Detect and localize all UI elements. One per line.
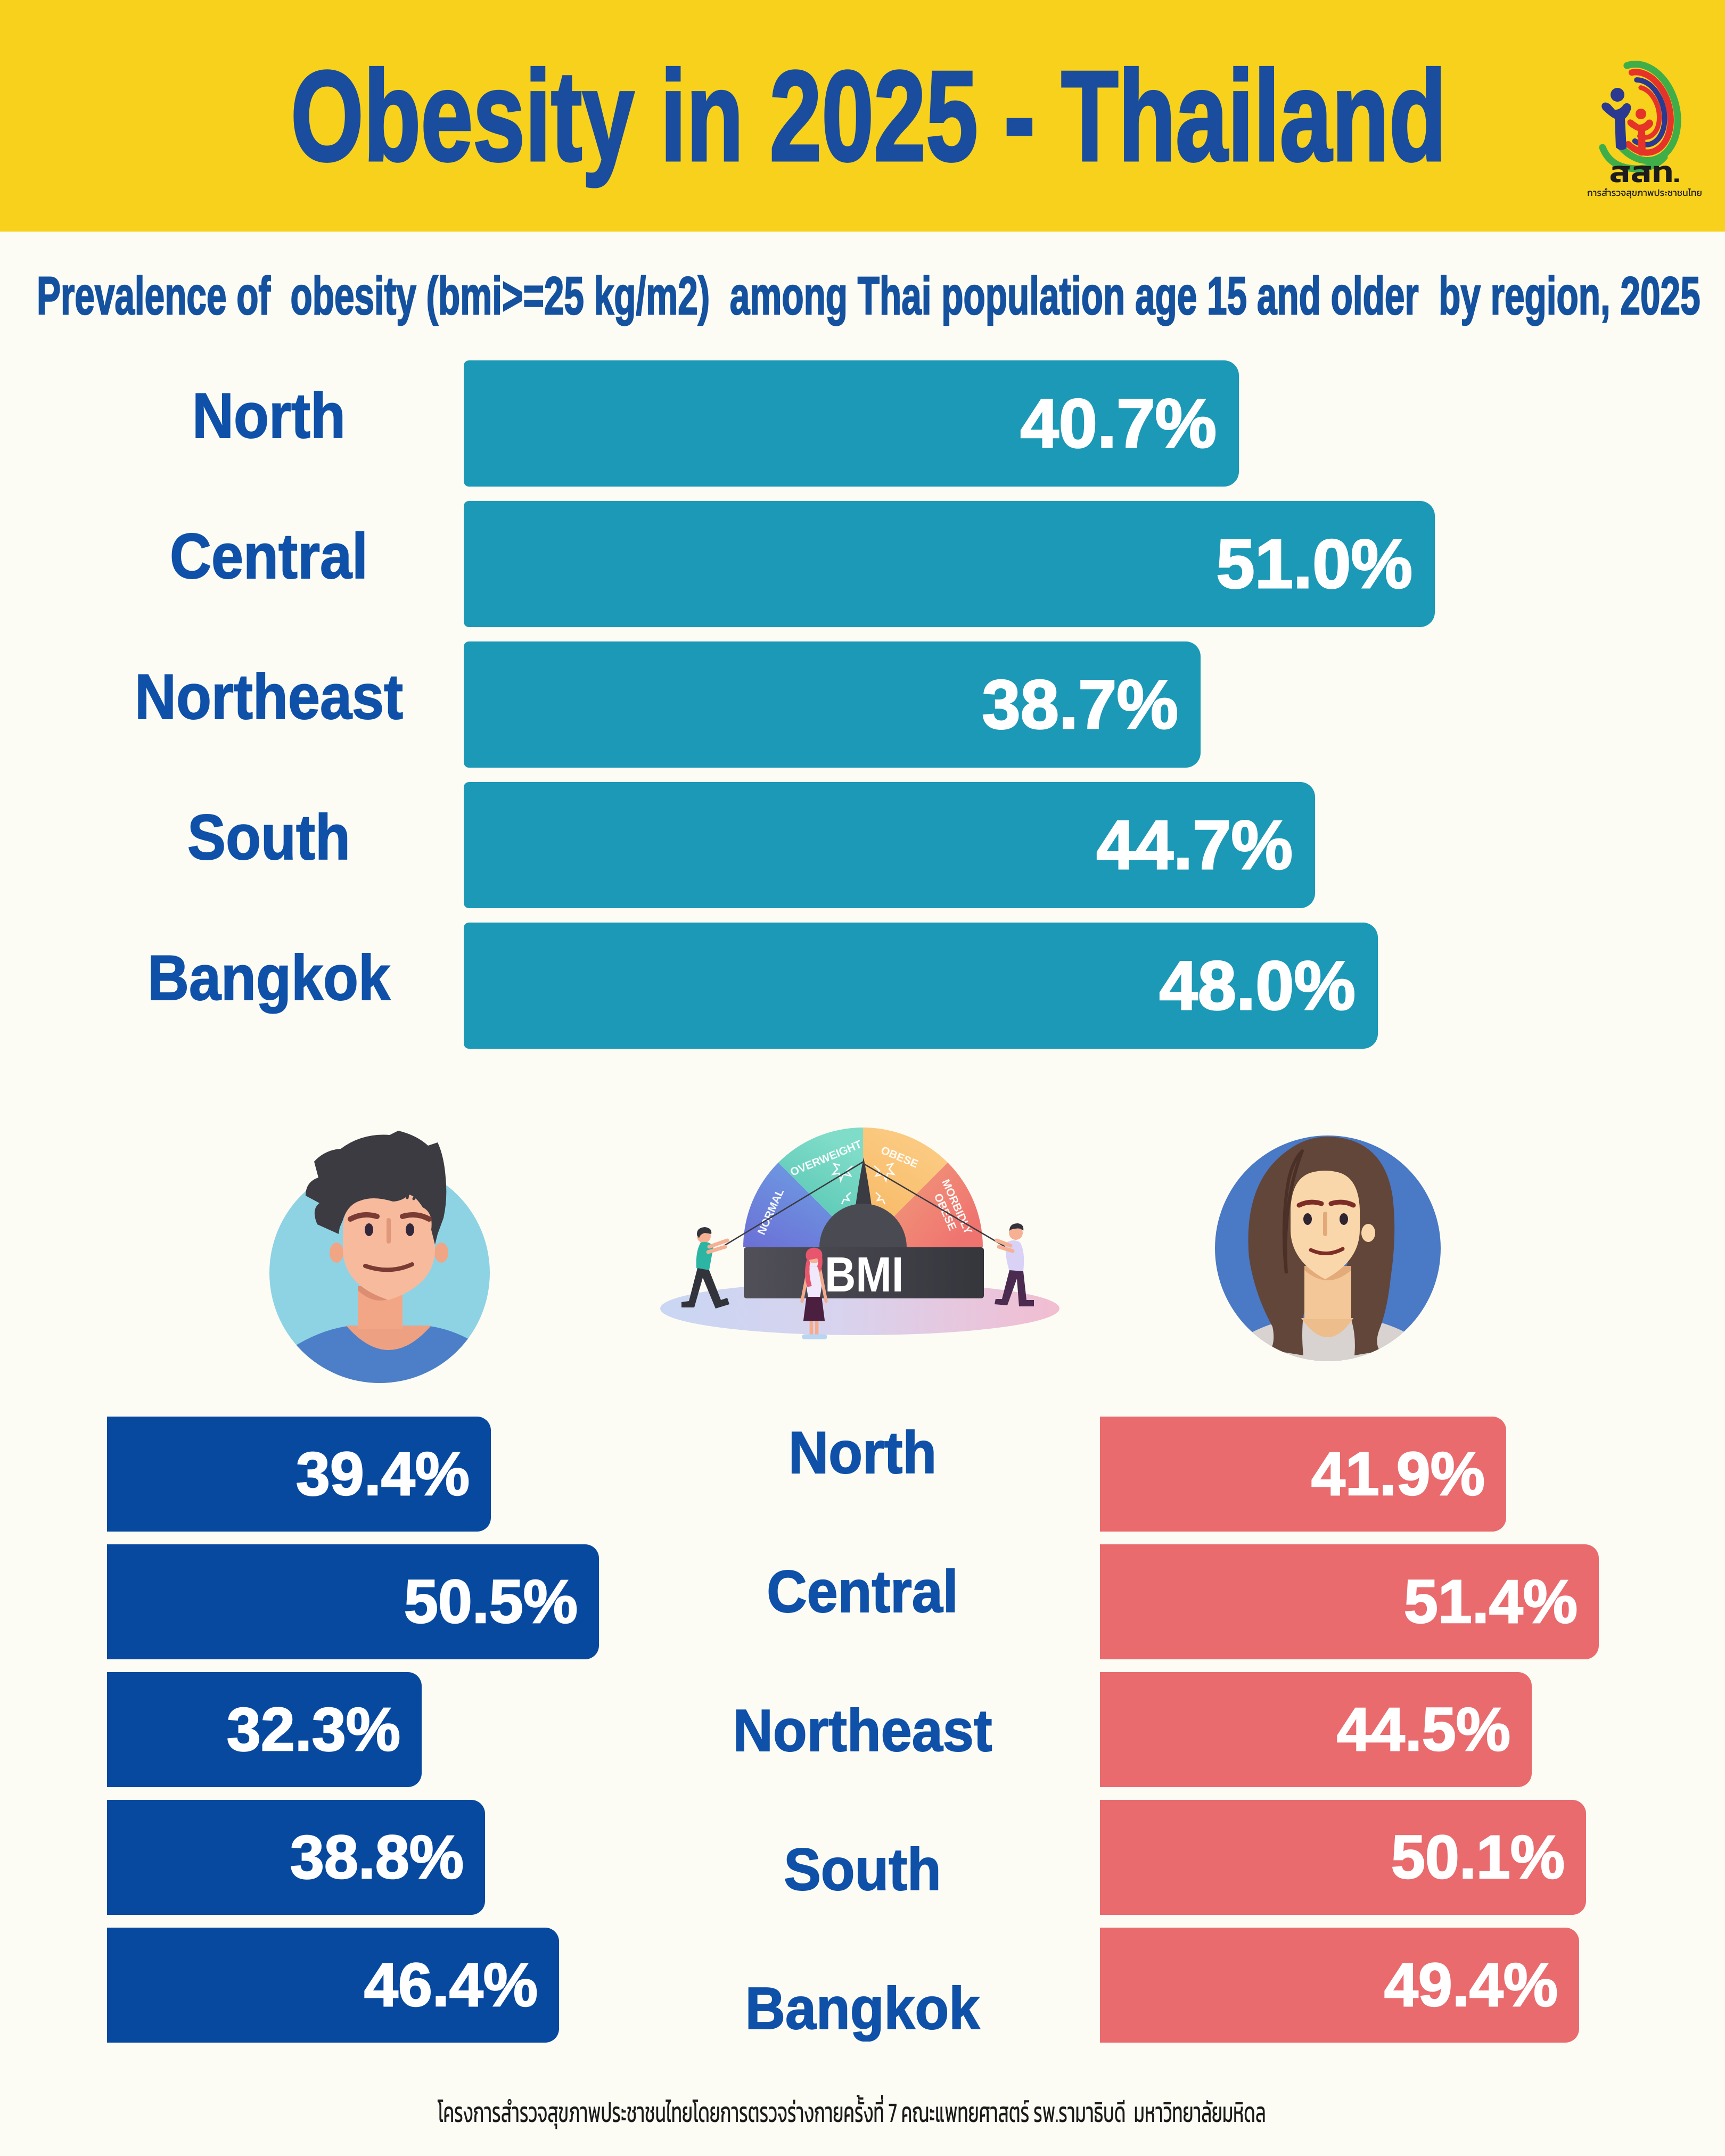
svg-text:BMI: BMI — [825, 1247, 903, 1302]
